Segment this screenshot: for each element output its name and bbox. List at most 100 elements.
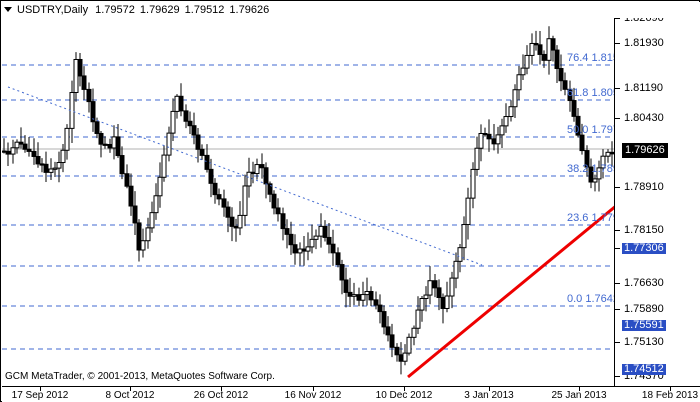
candle-body [43,163,49,173]
candle-body [351,294,357,297]
time-tick [221,387,222,391]
candle-body [465,197,471,226]
candle-body [309,238,315,248]
candle-body [5,150,11,155]
resistance-downtrend-blue[interactable] [7,86,483,266]
candle-body [107,143,113,149]
candle-body [305,246,311,252]
candle-body [335,252,341,266]
time-axis-label: 16 Nov 2012 [284,390,342,401]
chart-plot-area[interactable]: 0.0 1.76424 23.6 1.77999 38.2 1.78973 50.0 … [2,18,614,386]
time-axis-label: 26 Oct 2012 [193,390,249,401]
price-tick [615,283,620,284]
candle-body [406,336,412,354]
price-axis-label-highlighted: 1.77306 [622,242,666,254]
candle-body [39,163,45,166]
price-axis-label-highlighted: 1.74512 [622,363,666,375]
price-axis-label: 1.75130 [624,336,664,348]
candle-body [292,244,298,254]
candle-body [52,167,58,170]
price-tick [615,309,620,310]
candle-body [233,225,239,229]
candle-body [579,134,585,152]
candle-body [318,225,324,237]
candle-body [533,42,539,46]
candle-body [432,280,438,289]
fibonacci-level-label: 76.4 1.81521 [567,52,614,64]
candle-body [48,168,54,173]
candle-body [183,110,189,122]
current-price-tag: 1.79626 [622,143,668,158]
candle-body [90,101,96,123]
candle-body [199,148,205,156]
candle-body [170,110,176,134]
candle-body [221,198,227,208]
price-axis-label: 1.74370 [624,370,664,382]
candle-body [440,297,446,309]
candle-body [195,134,201,150]
candle-body [149,212,155,229]
candle-body [208,168,214,184]
candle-body [491,138,497,145]
candle-body [562,80,568,90]
candle-body [419,298,425,311]
candle-body [301,248,307,252]
candle-body [14,141,20,149]
candle-body [119,155,125,175]
candle-body [482,132,488,136]
candle-body [541,53,547,61]
price-tick [615,18,620,19]
candle-body [474,147,480,170]
candle-body [60,149,66,164]
time-axis-label: 8 Oct 2012 [105,390,155,401]
candle-body [81,75,87,90]
time-axis-label: 25 Jan 2013 [551,390,607,401]
candle-body [31,150,37,157]
candle-body [575,115,581,136]
candle-body [394,346,400,356]
candle-body [596,167,602,180]
candle-body [529,42,535,56]
candle-body [115,136,121,157]
candle-body [512,89,518,108]
price-axis-label: 1.82690 [624,12,664,24]
candle-body [284,228,290,235]
candle-body [516,74,522,91]
candle-body [157,176,163,197]
candle-body [368,290,374,301]
candle-body [554,49,560,70]
candle-body [486,133,492,140]
time-tick [579,387,580,391]
candle-body [204,154,210,170]
candle-body [77,58,83,77]
symbol-timeframe-label: USDTRY,Daily [17,3,89,16]
time-tick [313,387,314,391]
candle-body [98,132,104,145]
fibonacci-level-label: 61.8 1.80547 [567,87,614,99]
candle-body [364,290,370,296]
candle-body [102,143,108,146]
candle-body [402,352,408,362]
price-axis[interactable]: 1.82690 1.81930 1.81190 1.80430 1.78910 1.781… [614,2,700,386]
candle-body [503,116,509,127]
candle-body [398,354,404,362]
chevron-down-icon[interactable] [4,7,12,12]
price-tick [615,88,620,89]
candle-body [166,132,172,156]
candle-body [609,151,614,155]
candle-body [212,182,218,196]
candle-body [191,125,197,136]
candle-body [520,67,526,76]
candle-body [35,155,41,165]
price-axis-label-highlighted: 1.75591 [622,319,666,331]
price-tick [615,187,620,188]
price-tick [615,248,620,249]
candle-body [187,120,193,127]
support-uptrend-red[interactable] [407,178,614,379]
candle-body [347,291,353,297]
time-tick [40,387,41,391]
time-axis[interactable]: 17 Sep 2012 8 Oct 2012 26 Oct 2012 16 Nov 2… [2,386,700,402]
candle-body [275,207,281,215]
candle-body [225,206,231,218]
candle-body [373,299,379,306]
